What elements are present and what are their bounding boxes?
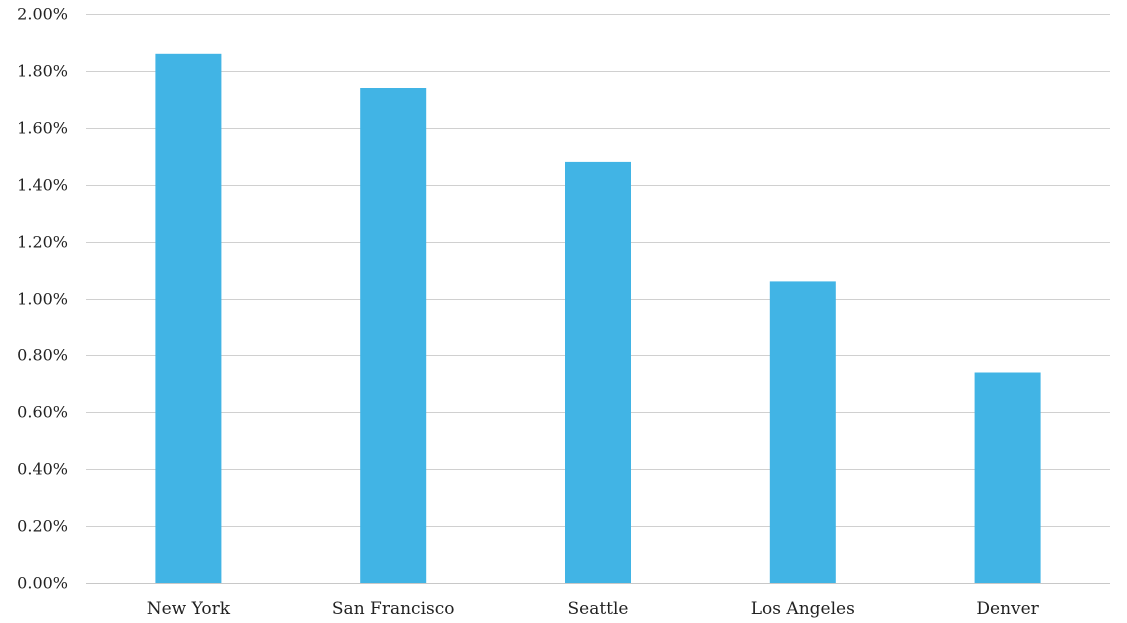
x-category-label: Los Angeles — [751, 599, 855, 619]
x-category-label: Seattle — [567, 599, 628, 619]
y-tick-label: 0.80% — [17, 346, 68, 365]
bar-denver — [974, 372, 1041, 583]
y-axis-tick-labels: 0.00% 0.20% 0.40% 0.60% 0.80% 1.00% 1.20% 1.40%… — [17, 5, 68, 593]
y-tick-label: 0.00% — [17, 574, 68, 593]
y-tick-label: 2.00% — [17, 5, 68, 24]
x-axis-category-labels: New York San Francisco Seattle Los Angeles D… — [147, 599, 1040, 619]
y-tick-label: 0.40% — [17, 460, 68, 479]
y-tick-label: 0.60% — [17, 403, 68, 422]
y-tick-label: 1.20% — [17, 233, 68, 252]
x-category-label: Denver — [976, 599, 1039, 619]
bar-new-york — [155, 53, 222, 584]
x-category-label: San Francisco — [332, 599, 455, 619]
bar-san-francisco — [360, 88, 427, 583]
bars — [86, 53, 1110, 584]
bar-seattle — [565, 161, 631, 583]
y-tick-label: 1.00% — [17, 290, 68, 309]
y-tick-label: 1.40% — [17, 176, 68, 195]
bar-los-angeles — [769, 281, 836, 583]
y-tick-label: 0.20% — [17, 517, 68, 536]
y-tick-label: 1.60% — [17, 119, 68, 138]
x-category-label: New York — [147, 599, 231, 619]
y-tick-label: 1.80% — [17, 62, 68, 81]
